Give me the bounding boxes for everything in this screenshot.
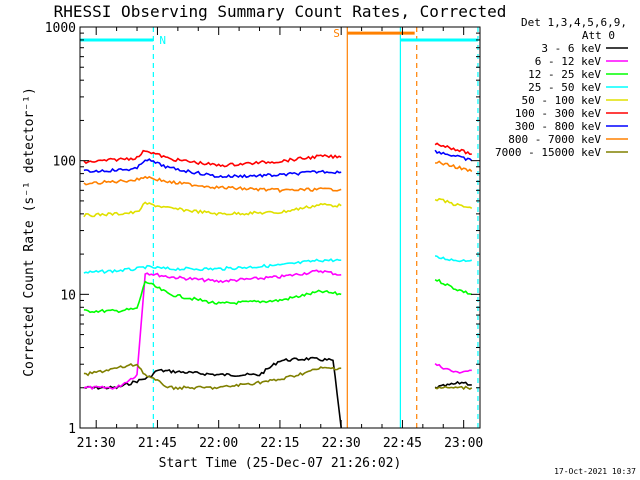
axes-layer: 1 10 100 1000 21:30 21:45 22:00 22:15 22:30 22:45… <box>45 21 484 451</box>
series-line-8-1 <box>434 385 473 391</box>
x-tick-label-5: 22:45 <box>383 436 422 451</box>
series-line-5-1 <box>434 142 472 156</box>
series-1 <box>83 269 472 391</box>
legend-label-2: 12 - 25 keV <box>528 68 601 81</box>
x-tick-label-6: 23:00 <box>444 436 483 451</box>
series-line-3-0 <box>83 258 342 275</box>
legend-label-1: 6 - 12 keV <box>535 55 602 68</box>
series-line-2-1 <box>434 278 472 296</box>
x-axis-label: Start Time (25-Dec-07 21:26:02) <box>159 456 402 471</box>
annotation-label-1: S <box>333 27 340 40</box>
legend-label-6: 300 - 800 keV <box>515 120 601 133</box>
series-line-1-1 <box>434 362 472 374</box>
plot-lines: NS <box>80 27 479 428</box>
x-tick-label-4: 22:30 <box>322 436 361 451</box>
legend-label-7: 800 - 7000 keV <box>508 133 601 146</box>
legend-label-8: 7000 - 15000 keV <box>495 146 601 159</box>
series-line-7-1 <box>435 160 473 173</box>
series-7 <box>83 160 473 193</box>
series-line-4-0 <box>83 201 342 218</box>
y-tick-label-2: 100 <box>53 155 76 170</box>
x-tick-label-0: 21:30 <box>77 436 116 451</box>
series-3 <box>83 255 473 275</box>
series-5 <box>83 142 472 168</box>
series-line-7-0 <box>83 175 342 193</box>
legend-attenuator: Att 0 <box>582 29 615 42</box>
chart-title: RHESSI Observing Summary Count Rates, Co… <box>54 2 507 21</box>
legend-label-0: 3 - 6 keV <box>541 42 601 55</box>
series-6 <box>83 149 473 179</box>
y-tick-label-0: 1 <box>68 422 76 437</box>
series-layer <box>83 142 473 429</box>
series-2 <box>83 278 472 314</box>
series-8 <box>83 363 473 391</box>
y-tick-label-3: 1000 <box>45 21 76 36</box>
legend-label-5: 100 - 300 keV <box>515 107 601 120</box>
x-tick-label-3: 22:15 <box>260 436 299 451</box>
series-line-8-0 <box>83 363 342 391</box>
legend-label-4: 50 - 100 keV <box>522 94 602 107</box>
series-line-4-1 <box>434 197 473 210</box>
legend-header: Det 1,3,4,5,6,9, <box>521 16 627 29</box>
footer-timestamp: 17-Oct-2021 10:37 <box>554 467 636 476</box>
series-line-0-1 <box>434 380 472 390</box>
series-line-6-0 <box>83 158 342 179</box>
y-axis-label: Corrected Count Rate (s⁻¹ detector⁻¹) <box>22 87 37 377</box>
series-0 <box>83 356 472 429</box>
annotation-label-0: N <box>159 34 166 47</box>
series-line-6-1 <box>434 149 473 162</box>
series-line-3-1 <box>434 255 473 263</box>
y-tick-label-1: 10 <box>60 288 76 303</box>
x-tick-label-1: 21:45 <box>138 436 177 451</box>
series-line-0-0 <box>83 356 342 429</box>
x-tick-label-2: 22:00 <box>199 436 238 451</box>
series-4 <box>83 197 473 218</box>
series-line-5-0 <box>83 149 342 168</box>
legend-label-3: 25 - 50 keV <box>528 81 601 94</box>
series-line-1-0 <box>83 269 342 391</box>
series-line-2-0 <box>83 280 342 314</box>
